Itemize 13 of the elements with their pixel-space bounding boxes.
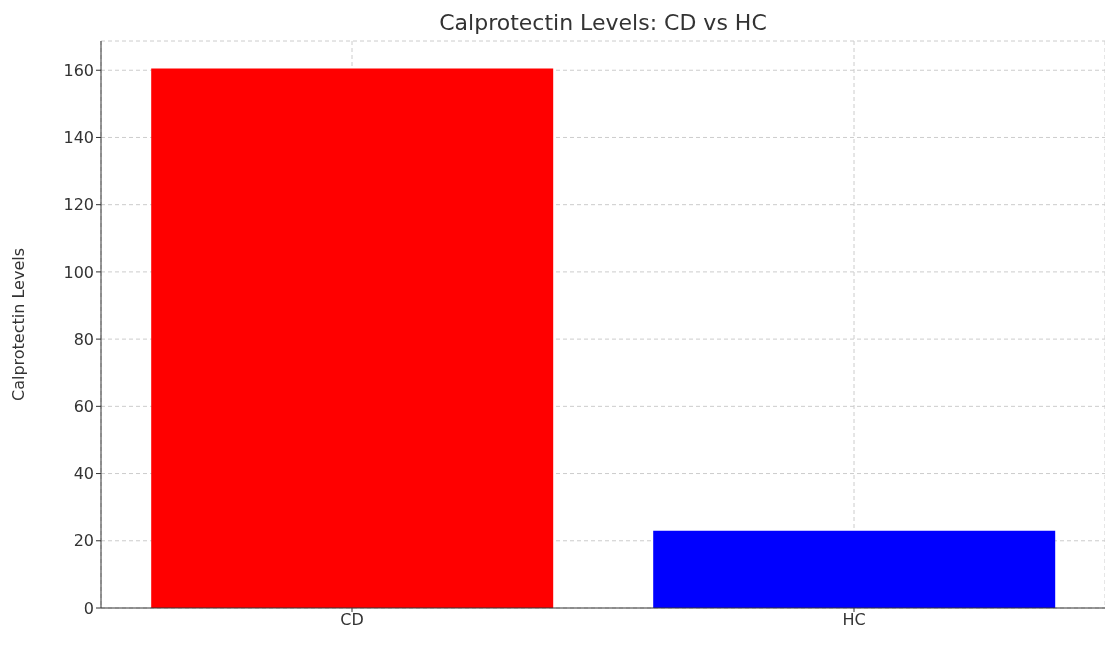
y-tick-label: 0	[83, 598, 94, 618]
y-tick-label: 160	[63, 60, 94, 80]
y-tick-label: 120	[63, 195, 94, 215]
y-axis-title: Calprotectin Levels	[8, 247, 28, 402]
y-tick-label: 60	[73, 397, 94, 417]
y-tick-label: 80	[73, 329, 94, 349]
y-tick-label: 140	[63, 128, 94, 148]
x-tick-label: HC	[842, 610, 866, 630]
y-tick-label: 20	[73, 531, 94, 551]
y-tick-label: 100	[63, 262, 94, 282]
x-tick-label: CD	[340, 610, 364, 630]
y-tick-label: 40	[73, 464, 94, 484]
chart-title: Calprotectin Levels: CD vs HC	[438, 10, 768, 35]
